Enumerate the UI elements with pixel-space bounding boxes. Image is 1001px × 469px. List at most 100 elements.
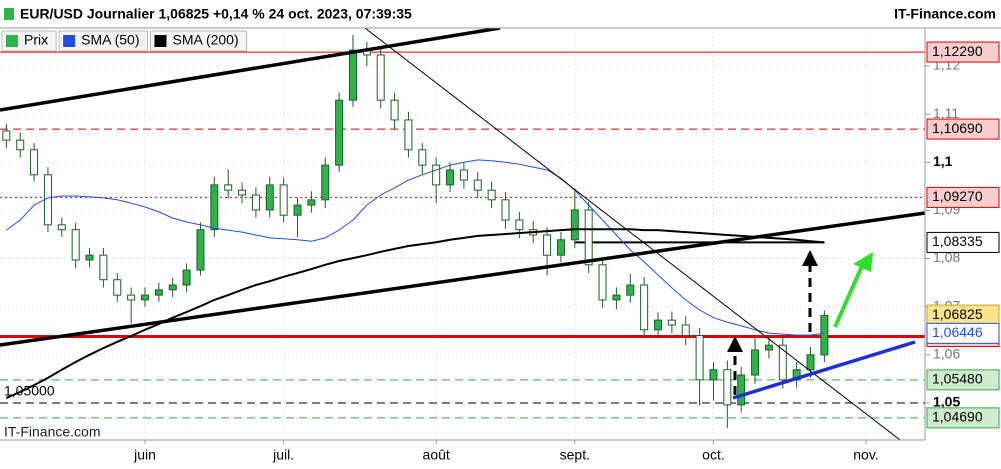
- candle-body: [154, 289, 163, 296]
- candle-body: [238, 189, 247, 196]
- candle-body: [348, 49, 357, 101]
- candle-body: [321, 164, 330, 201]
- header-bg: [0, 0, 1001, 28]
- x-tick-label: oct.: [702, 447, 725, 463]
- candle-body: [2, 130, 11, 141]
- grid: [0, 28, 925, 440]
- bull-arrow: [833, 265, 864, 328]
- candle-body: [30, 149, 39, 176]
- candle-body: [654, 319, 663, 331]
- candle-body: [196, 229, 205, 271]
- candle-body: [556, 239, 565, 256]
- candle-body: [390, 99, 399, 121]
- candle-body: [612, 294, 621, 301]
- candle-body: [307, 199, 316, 206]
- candle-body: [99, 254, 108, 281]
- y-tick-label: 1,1: [933, 153, 953, 169]
- price-tag: [926, 407, 1000, 429]
- candle-body: [224, 184, 233, 191]
- candle-body: [584, 209, 593, 266]
- candle-body: [820, 314, 829, 356]
- legend-swatch: [6, 35, 18, 47]
- price-tag-label: 1,08335: [932, 233, 983, 249]
- candle-body: [764, 344, 773, 351]
- price-tag-label: 1,04690: [932, 409, 983, 425]
- price-tag: [926, 118, 1000, 140]
- candle-body: [570, 209, 579, 241]
- candle-body: [598, 264, 607, 301]
- candle-body: [695, 335, 704, 381]
- candle-body: [43, 174, 52, 226]
- candle-body: [806, 354, 815, 371]
- candle-body: [459, 169, 468, 181]
- candle-body: [487, 189, 496, 201]
- candle-body: [141, 294, 149, 301]
- candle-body: [113, 279, 122, 296]
- support-line: [732, 340, 916, 400]
- x-tick-label: juin: [133, 447, 156, 463]
- legend-swatch: [63, 35, 76, 47]
- trend-line: [364, 27, 901, 441]
- price-tag-label: 1,05480: [932, 371, 983, 387]
- x-tick-label: sept.: [560, 447, 590, 463]
- candle-body: [751, 349, 760, 376]
- candle-body: [723, 369, 732, 406]
- price-tag-label: 1,06446: [932, 324, 983, 340]
- price-tag-label: 1,09270: [932, 188, 983, 204]
- candle-body: [432, 164, 441, 186]
- candle-body: [681, 324, 690, 337]
- trend-line: [0, 211, 926, 347]
- arrow-head: [853, 252, 873, 272]
- candle-body: [446, 169, 455, 186]
- sma-line: [5, 228, 825, 400]
- legend-label: SMA (200): [172, 32, 238, 48]
- candle-body: [626, 284, 635, 296]
- candle-body: [210, 184, 219, 231]
- candle-body: [543, 234, 552, 256]
- price-tag: [926, 369, 1000, 391]
- candle-body: [182, 269, 191, 286]
- candle-body: [404, 119, 413, 151]
- levels: 1,05000: [0, 51, 925, 419]
- y-tick-label: 1,06: [933, 346, 960, 362]
- candle-body: [473, 179, 482, 191]
- level-label-bg: [2, 383, 68, 400]
- legend-box: [149, 30, 248, 52]
- x-tick-label: août: [423, 447, 450, 463]
- candle-body: [376, 54, 385, 101]
- price-tag: [926, 41, 1000, 63]
- sma-line: [6, 159, 825, 336]
- candle-body: [501, 199, 510, 221]
- annotations: [0, 26, 926, 441]
- level-label: 1,05000: [4, 383, 55, 399]
- candle-body: [737, 374, 746, 406]
- y-tick-label: 1,05: [933, 394, 960, 410]
- price-tags: 1,122901,106901,092701,083351,063801,068…: [926, 41, 1000, 429]
- trend-line: [0, 26, 501, 112]
- arrow-head: [802, 250, 818, 266]
- price-tag-label: 1,12290: [932, 43, 983, 59]
- legend-label: SMA (50): [81, 32, 139, 48]
- candle-body: [515, 219, 524, 231]
- candle-body: [335, 99, 344, 166]
- candle-body: [71, 229, 80, 261]
- legend-box: [58, 30, 148, 52]
- candle-body: [127, 294, 136, 301]
- candle-body: [265, 184, 274, 211]
- candle-body: [279, 184, 288, 216]
- candle-body: [251, 194, 260, 211]
- legend-swatch: [154, 35, 167, 47]
- price-tag: [926, 186, 1000, 208]
- candle-body: [778, 344, 787, 381]
- x-tick-label: nov.: [853, 447, 878, 463]
- brand: IT-Finance.com: [894, 6, 996, 22]
- price-tag-label: 1,10690: [932, 120, 983, 136]
- candle-body: [640, 284, 649, 331]
- x-tick-label: juil.: [272, 447, 294, 463]
- candle-body: [16, 139, 25, 151]
- y-tick-label: 1,11: [933, 105, 959, 121]
- candle-body: [57, 224, 66, 231]
- header-icon: [4, 8, 14, 20]
